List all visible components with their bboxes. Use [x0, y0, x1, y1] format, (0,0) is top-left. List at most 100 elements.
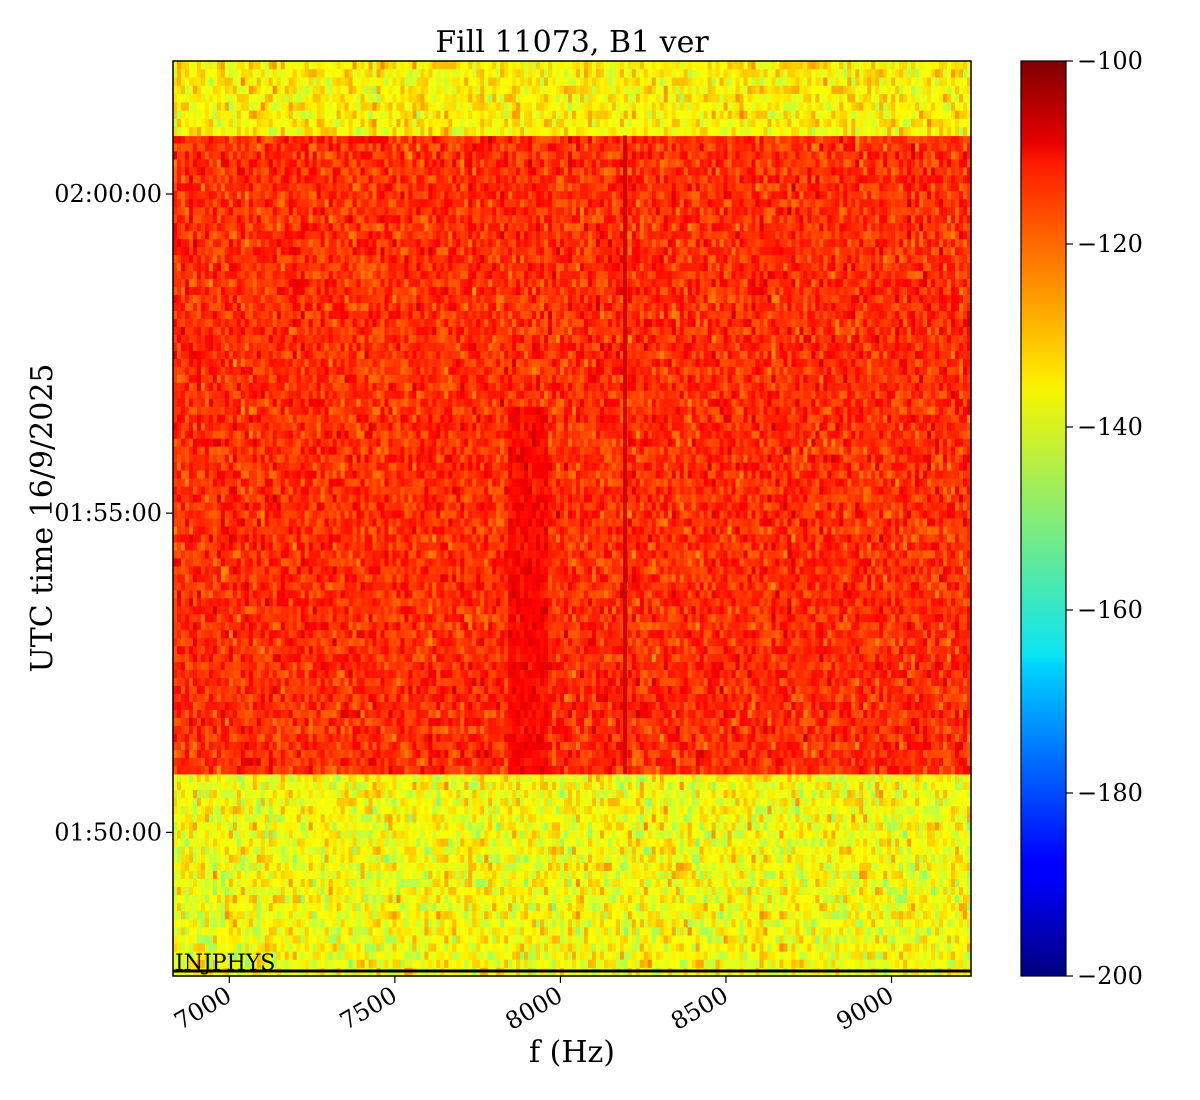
- heatmap-cell: [959, 951, 964, 961]
- heatmap-cell: [755, 935, 761, 945]
- heatmap-cell: [743, 911, 749, 920]
- heatmap-cell: [683, 773, 689, 783]
- heatmap-cell: [468, 878, 473, 888]
- heatmap-cell: [492, 911, 497, 920]
- heatmap-cell: [963, 870, 968, 880]
- heatmap-cell: [823, 959, 828, 969]
- heatmap-cell: [895, 790, 900, 799]
- heatmap-cell: [544, 781, 549, 791]
- heatmap-cell: [276, 959, 282, 969]
- heatmap-cell: [560, 943, 565, 953]
- heatmap-cell: [173, 895, 178, 904]
- heatmap-cell: [919, 790, 924, 799]
- heatmap-cell: [520, 895, 525, 904]
- heatmap-cell: [400, 798, 406, 807]
- heatmap-cell: [799, 838, 805, 848]
- heatmap-cell: [344, 919, 350, 929]
- heatmap-cell: [356, 903, 362, 912]
- heatmap-cell: [915, 773, 920, 783]
- heatmap-cell: [288, 790, 294, 799]
- heatmap-cell: [719, 927, 725, 937]
- heatmap-cell: [308, 846, 314, 856]
- heatmap-cell: [643, 911, 649, 920]
- heatmap-cell: [575, 781, 581, 791]
- heatmap-cell: [743, 943, 749, 953]
- heatmap-cell: [611, 943, 617, 953]
- heatmap-cell: [224, 773, 230, 783]
- heatmap-cell: [895, 951, 900, 961]
- heatmap-cell: [691, 935, 697, 945]
- heatmap-cell: [324, 862, 330, 872]
- heatmap-cell: [388, 951, 394, 961]
- heatmap-cell: [967, 951, 972, 961]
- heatmap-cell: [835, 814, 840, 823]
- heatmap-cell: [568, 814, 573, 823]
- heatmap-cell: [635, 911, 641, 920]
- heatmap-cell: [819, 870, 824, 880]
- heatmap-cell: [560, 935, 565, 945]
- heatmap-cell: [272, 806, 278, 815]
- heatmap-cell: [348, 806, 354, 815]
- heatmap-cell: [380, 830, 386, 840]
- heatmap-cell: [619, 830, 625, 840]
- heatmap-cell: [460, 903, 465, 912]
- heatmap-cell: [823, 870, 828, 880]
- heatmap-cell: [232, 862, 238, 872]
- heatmap-cell: [540, 822, 545, 832]
- heatmap-cell: [508, 814, 513, 823]
- heatmap-cell: [188, 903, 194, 912]
- heatmap-cell: [540, 846, 545, 856]
- heatmap-cell: [524, 911, 529, 920]
- heatmap-cell: [432, 870, 437, 880]
- heatmap-cell: [364, 878, 370, 888]
- heatmap-cell: [464, 951, 469, 961]
- heatmap-cell: [488, 814, 493, 823]
- heatmap-cell: [667, 911, 673, 920]
- heatmap-cell: [348, 830, 354, 840]
- heatmap-cell: [875, 887, 880, 896]
- heatmap-cell: [260, 822, 266, 832]
- heatmap-cell: [400, 887, 406, 896]
- heatmap-cell: [280, 951, 286, 961]
- heatmap-cell: [500, 862, 505, 872]
- heatmap-cell: [368, 887, 374, 896]
- heatmap-cell: [959, 943, 964, 953]
- heatmap-cell: [911, 951, 916, 961]
- heatmap-cell: [316, 773, 322, 783]
- heatmap-cell: [715, 927, 721, 937]
- heatmap-cell: [280, 781, 286, 791]
- heatmap-cell: [352, 814, 358, 823]
- heatmap-cell: [907, 781, 912, 791]
- heatmap-cell: [236, 838, 242, 848]
- heatmap-cell: [536, 919, 541, 929]
- heatmap-cell: [915, 781, 920, 791]
- heatmap-cell: [280, 838, 286, 848]
- heatmap-cell: [444, 773, 449, 783]
- heatmap-cell: [284, 903, 290, 912]
- heatmap-cell: [252, 895, 258, 904]
- heatmap-cell: [915, 903, 920, 912]
- heatmap-cell: [360, 814, 366, 823]
- heatmap-cell: [492, 919, 497, 929]
- heatmap-cell: [919, 814, 924, 823]
- heatmap-cell: [468, 773, 473, 783]
- heatmap-cell: [288, 887, 294, 896]
- heatmap-cell: [236, 919, 242, 929]
- heatmap-cell: [759, 854, 765, 864]
- heatmap-cell: [216, 895, 222, 904]
- heatmap-cell: [807, 895, 812, 904]
- heatmap-cell: [304, 903, 310, 912]
- heatmap-cell: [943, 911, 948, 920]
- heatmap-cell: [372, 830, 378, 840]
- heatmap-cell: [863, 870, 868, 880]
- heatmap-cell: [468, 927, 473, 937]
- heatmap-cell: [627, 822, 633, 832]
- heatmap-cell: [564, 935, 569, 945]
- heatmap-cell: [456, 870, 461, 880]
- heatmap-cell: [831, 935, 836, 945]
- heatmap-region-1: [173, 773, 972, 977]
- heatmap-cell: [452, 862, 457, 872]
- heatmap-cell: [719, 870, 725, 880]
- heatmap-cell: [779, 943, 785, 953]
- heatmap-cell: [763, 927, 769, 937]
